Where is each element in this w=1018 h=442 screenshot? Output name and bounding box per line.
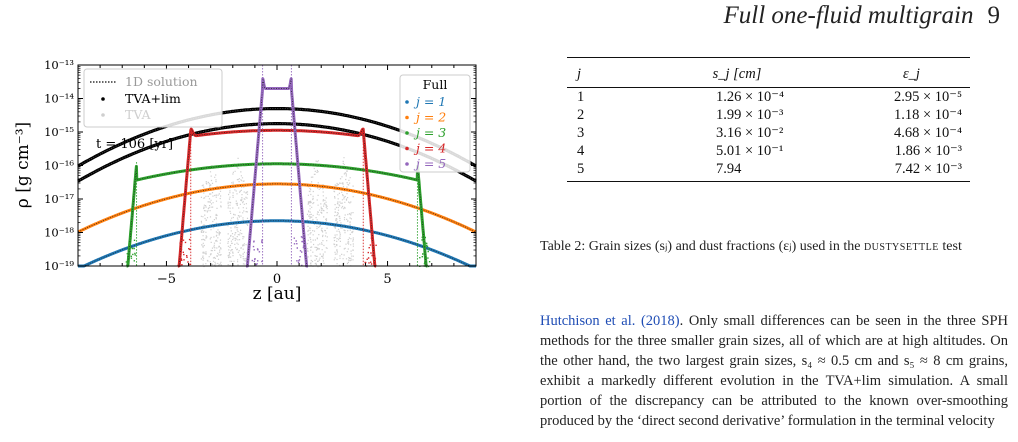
cell-size: 1.26 × 10⁻⁴ [716, 89, 785, 105]
caption-text: Table 2: Grain sizes (sⱼ) and dust fract… [540, 239, 861, 254]
series-1-line [76, 219, 478, 268]
density-plot: −5 0 510⁻¹⁹10⁻¹⁸10⁻¹⁷10⁻¹⁶10⁻¹⁵10⁻¹⁴10⁻¹³ … [0, 55, 500, 325]
legend-grain-marker [405, 115, 409, 120]
legend-tva-label: TVA [125, 107, 152, 122]
legend-grain-marker [405, 146, 409, 151]
legend-grain-label: j = 3 [413, 125, 446, 140]
grain-size-table: j s_j [cm] ε_j 1 1.26 × 10⁻⁴ 2.95 × 10⁻⁵ 2 1… [567, 57, 970, 182]
citation-link[interactable]: Hutchison et al. (2018) [540, 313, 680, 329]
running-title: Full one-fluid multigrain [723, 2, 974, 29]
cell-j: 3 [577, 125, 585, 141]
table-header-row: j s_j [cm] ε_j [567, 57, 970, 88]
series-3-1d-solution [126, 163, 428, 267]
cell-size: 5.01 × 10⁻¹ [716, 143, 784, 159]
time-annotation: t = 106 [yr] [96, 137, 173, 152]
series-4-1d-solution [177, 128, 377, 267]
cell-fraction: 2.95 × 10⁻⁵ [893, 89, 962, 105]
header-j: j [567, 57, 621, 88]
cell-fraction: 1.86 × 10⁻³ [894, 143, 962, 159]
header-fraction: ε_j [856, 57, 970, 88]
legend-grain-marker [405, 131, 409, 135]
body-paragraph: Hutchison et al. (2018). Only small diff… [540, 311, 1008, 442]
table-row: 2 1.99 × 10⁻³ 1.18 × 10⁻⁴ [567, 106, 970, 124]
table-row: 4 5.01 × 10⁻¹ 1.86 × 10⁻³ [567, 142, 970, 160]
header-size: s_j [cm] [621, 57, 857, 88]
y-tick-label: 10⁻¹⁹ [44, 259, 74, 273]
grain-table-container: j s_j [cm] ε_j 1 1.26 × 10⁻⁴ 2.95 × 10⁻⁵ 2 1… [567, 57, 970, 182]
legend-grain-marker [405, 162, 409, 166]
body-text: . Only small differences can be seen in … [540, 313, 1008, 429]
legend-tvalim-label: TVA+lim [125, 91, 181, 106]
page-number: 9 [987, 2, 1001, 29]
running-head: Full one-fluid multigrain 9 [530, 2, 1001, 30]
y-tick-label: 10⁻¹⁶ [44, 159, 74, 173]
y-axis-label: ρ [g cm⁻³] [13, 122, 33, 208]
x-tick-label: −5 [157, 272, 176, 287]
legend-grains-title: Full [423, 77, 448, 92]
legend-grain-marker [405, 100, 409, 104]
y-tick-label: 10⁻¹⁷ [44, 192, 74, 206]
legend-tva-marker [101, 113, 105, 117]
tva-scatter-points [200, 157, 355, 268]
table-caption: Table 2: Grain sizes (sⱼ) and dust fract… [540, 237, 1008, 256]
legend-1d-label: 1D solution [125, 74, 198, 89]
legend-methods: 1D solution TVA+lim TVA [83, 68, 223, 128]
legend-grains: Full j = 1j = 2j = 3j = 4j = 5 [399, 74, 471, 173]
series-2-1d-solution [77, 183, 477, 233]
cell-size: 1.99 × 10⁻³ [716, 107, 784, 123]
x-tick-label: 5 [383, 272, 391, 287]
cell-j: 5 [567, 160, 621, 182]
table-row: 1 1.26 × 10⁻⁴ 2.95 × 10⁻⁵ [567, 88, 970, 107]
caption-suffix: test [942, 239, 962, 254]
table-row: 5 7.94 7.42 × 10⁻³ [567, 160, 970, 182]
x-axis-label: z [au] [253, 284, 302, 304]
legend-tvalim-marker [101, 97, 105, 101]
legend-grain-label: j = 2 [413, 110, 446, 125]
cell-fraction: 4.68 × 10⁻⁴ [893, 125, 962, 141]
cell-fraction: 1.18 × 10⁻⁴ [893, 107, 962, 123]
y-tick-label: 10⁻¹⁴ [44, 92, 74, 106]
cell-j: 1 [577, 89, 585, 105]
caption-test-name: dustysettle [863, 239, 939, 254]
series-5-1d-solution [246, 78, 308, 267]
edge-lines-layer [136, 65, 418, 266]
y-tick-label: 10⁻¹⁸ [44, 226, 74, 240]
cell-j: 4 [577, 143, 585, 159]
y-tick-label: 10⁻¹³ [44, 58, 74, 72]
cell-size: 7.94 [621, 160, 857, 182]
legend-grain-label: j = 5 [413, 156, 446, 171]
ticks-layer: −5 0 5 10⁻¹⁹ 10⁻¹⁸ 10⁻¹⁷ 10⁻¹⁶ 10⁻¹⁵ 10⁻¹⁴ 10⁻¹³ [44, 58, 477, 287]
table-row: 3 3.16 × 10⁻² 4.68 × 10⁻⁴ [567, 124, 970, 142]
cell-fraction: 7.42 × 10⁻³ [856, 160, 970, 182]
x-tick-label: 0 [273, 272, 281, 287]
cell-size: 3.16 × 10⁻² [716, 125, 784, 141]
tva-scatter-layer [200, 157, 355, 268]
legend-grain-label: j = 4 [413, 141, 446, 156]
y-tick-label: 10⁻¹⁵ [44, 125, 74, 139]
cell-j: 2 [577, 107, 585, 123]
legend-grain-label: j = 1 [413, 94, 446, 109]
